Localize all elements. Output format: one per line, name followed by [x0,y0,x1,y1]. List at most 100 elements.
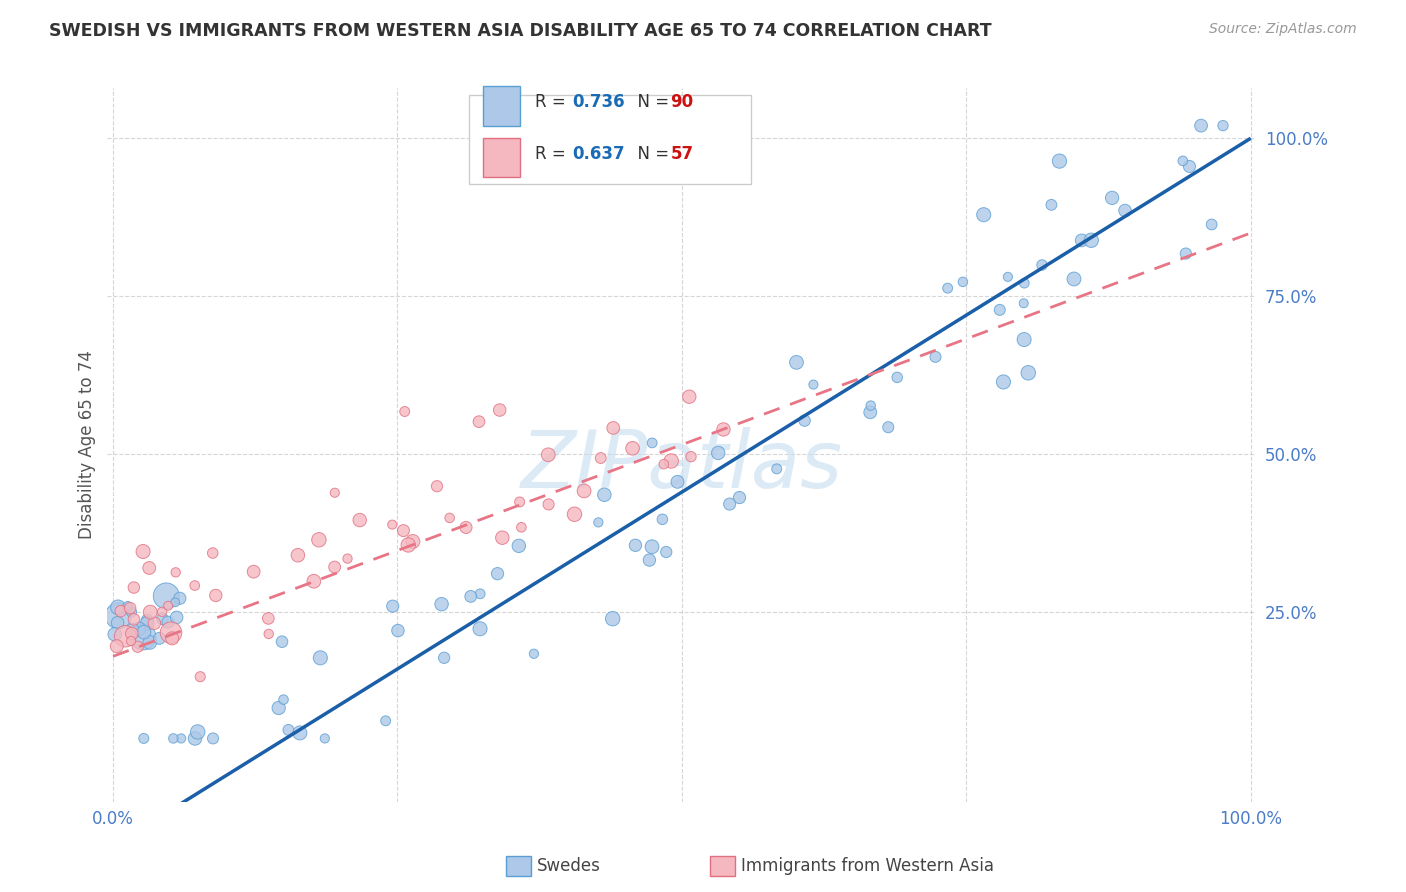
Point [509,495,531,509]
Point [439,511,461,525]
Point [132,630,155,644]
Point [641,436,664,450]
Point [132,544,155,558]
Point [803,377,825,392]
Point [257,611,280,625]
Point [460,590,482,604]
Point [1070,233,1092,247]
Point [273,692,295,706]
Point [155,589,177,603]
Point [132,625,155,640]
Point [997,269,1019,284]
Text: N =: N = [627,145,673,162]
Point [1063,272,1085,286]
Point [593,488,616,502]
Point [204,589,226,603]
Point [162,731,184,746]
Point [468,622,491,636]
Point [104,627,127,641]
Point [1212,119,1234,133]
Point [110,604,132,618]
Point [638,553,661,567]
Point [121,622,143,636]
Point [184,731,207,746]
Point [679,450,702,464]
Point [201,546,224,560]
Point [267,701,290,715]
Point [165,595,187,609]
Point [952,275,974,289]
Point [136,616,159,631]
Point [652,457,675,471]
Point [160,632,183,646]
Point [470,587,492,601]
Point [127,640,149,654]
Point [314,731,336,746]
Text: Immigrants from Western Asia: Immigrants from Western Asia [741,857,994,875]
Point [624,538,647,552]
Point [793,414,815,428]
Point [309,651,332,665]
Point [381,599,404,614]
Text: Swedes: Swedes [537,857,600,875]
Point [349,513,371,527]
Point [537,448,560,462]
Point [392,524,415,538]
Point [1040,198,1063,212]
Point [1014,276,1036,290]
Text: N =: N = [627,94,673,112]
Point [886,370,908,384]
Point [323,485,346,500]
Point [877,420,900,434]
Point [157,599,180,613]
Point [1178,160,1201,174]
Point [973,208,995,222]
Point [488,403,510,417]
Text: SWEDISH VS IMMIGRANTS FROM WESTERN ASIA DISABILITY AGE 65 TO 74 CORRELATION CHAR: SWEDISH VS IMMIGRANTS FROM WESTERN ASIA … [49,22,991,40]
Point [1174,246,1197,260]
Point [1201,218,1223,232]
Point [150,605,173,619]
Point [396,538,419,552]
Point [1080,233,1102,247]
Point [257,627,280,641]
Text: R =: R = [534,94,571,112]
Point [156,615,179,629]
Point [655,545,678,559]
Point [132,731,155,746]
Point [564,508,586,522]
Point [1114,203,1136,218]
Point [139,605,162,619]
Point [105,639,128,653]
Point [122,612,145,626]
Point [993,375,1015,389]
Point [523,647,546,661]
Point [924,350,946,364]
Point [143,616,166,631]
Point [1049,154,1071,169]
Point [187,725,209,739]
Point [988,302,1011,317]
Text: Source: ZipAtlas.com: Source: ZipAtlas.com [1209,22,1357,37]
Point [433,650,456,665]
Point [486,566,509,581]
Point [165,566,187,580]
Y-axis label: Disability Age 65 to 74: Disability Age 65 to 74 [79,351,96,539]
Point [936,281,959,295]
Point [277,723,299,737]
Point [387,624,409,638]
Point [602,421,624,435]
Point [138,561,160,575]
Point [678,390,700,404]
Point [184,578,207,592]
Point [152,612,174,626]
Point [765,462,787,476]
Point [202,731,225,746]
Point [160,625,183,640]
FancyBboxPatch shape [484,87,520,126]
Point [120,601,142,615]
Point [537,497,560,511]
Point [859,399,882,413]
Point [128,622,150,636]
Point [139,635,162,649]
